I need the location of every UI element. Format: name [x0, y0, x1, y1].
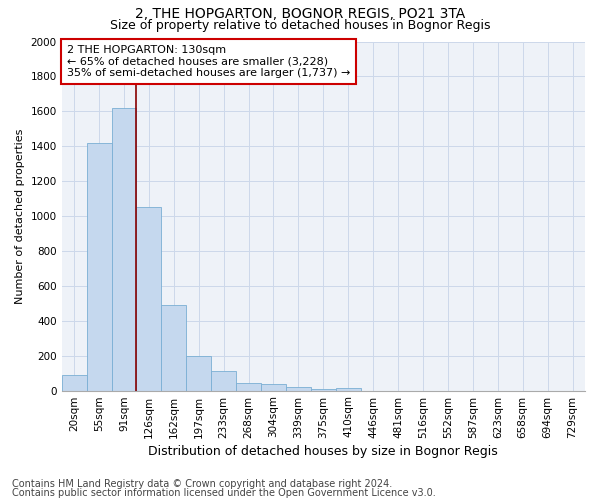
X-axis label: Distribution of detached houses by size in Bognor Regis: Distribution of detached houses by size …: [148, 444, 498, 458]
Bar: [186, 356, 211, 390]
Text: 2, THE HOPGARTON, BOGNOR REGIS, PO21 3TA: 2, THE HOPGARTON, BOGNOR REGIS, PO21 3TA: [135, 8, 465, 22]
Bar: [211, 372, 236, 390]
Text: Contains HM Land Registry data © Crown copyright and database right 2024.: Contains HM Land Registry data © Crown c…: [12, 479, 392, 489]
Bar: [161, 305, 186, 390]
Bar: [311, 389, 336, 390]
Y-axis label: Number of detached properties: Number of detached properties: [15, 128, 25, 304]
Bar: [136, 208, 161, 390]
Bar: [86, 142, 112, 390]
Text: Contains public sector information licensed under the Open Government Licence v3: Contains public sector information licen…: [12, 488, 436, 498]
Bar: [112, 108, 136, 391]
Bar: [336, 388, 361, 390]
Bar: [236, 382, 261, 390]
Bar: [286, 387, 311, 390]
Text: Size of property relative to detached houses in Bognor Regis: Size of property relative to detached ho…: [110, 19, 490, 32]
Text: 2 THE HOPGARTON: 130sqm
← 65% of detached houses are smaller (3,228)
35% of semi: 2 THE HOPGARTON: 130sqm ← 65% of detache…: [67, 45, 350, 78]
Bar: [62, 375, 86, 390]
Bar: [261, 384, 286, 390]
